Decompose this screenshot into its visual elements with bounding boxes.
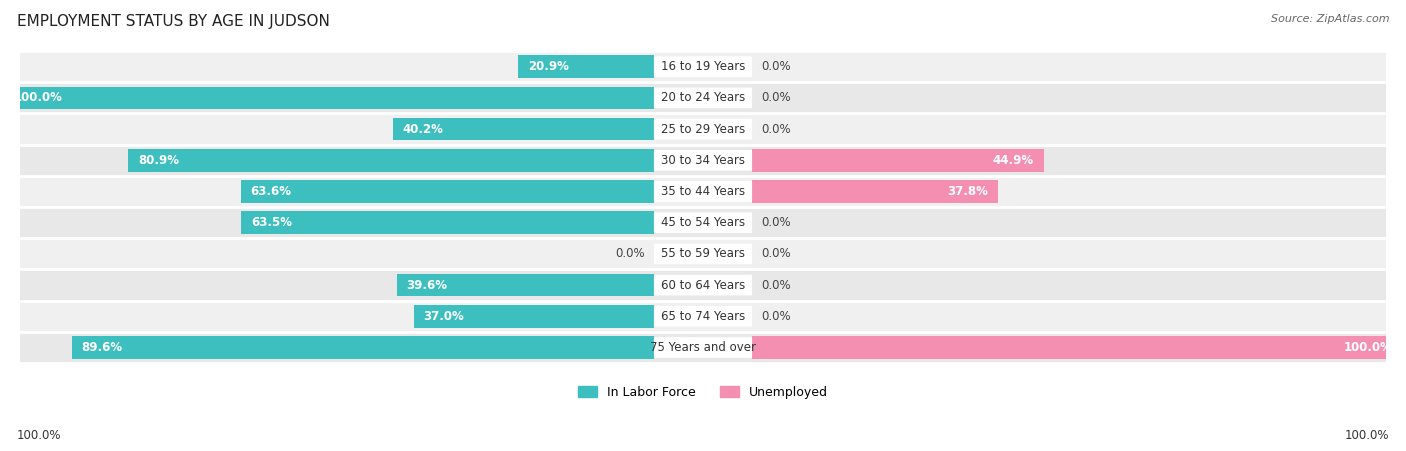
Bar xyxy=(392,118,654,140)
Text: 20.9%: 20.9% xyxy=(529,60,569,73)
Bar xyxy=(20,176,1386,207)
Text: 0.0%: 0.0% xyxy=(762,60,792,73)
Text: 65 to 74 Years: 65 to 74 Years xyxy=(661,310,745,323)
Bar xyxy=(72,336,654,359)
Text: 39.6%: 39.6% xyxy=(406,279,447,292)
Text: 37.8%: 37.8% xyxy=(948,185,988,198)
Text: 80.9%: 80.9% xyxy=(138,154,179,167)
Text: Source: ZipAtlas.com: Source: ZipAtlas.com xyxy=(1271,14,1389,23)
FancyBboxPatch shape xyxy=(654,337,752,358)
Text: 63.5%: 63.5% xyxy=(252,216,292,229)
Text: 0.0%: 0.0% xyxy=(762,92,792,104)
Legend: In Labor Force, Unemployed: In Labor Force, Unemployed xyxy=(572,381,834,404)
FancyBboxPatch shape xyxy=(654,56,752,77)
Text: 37.0%: 37.0% xyxy=(423,310,464,323)
Bar xyxy=(4,87,654,109)
FancyBboxPatch shape xyxy=(654,275,752,295)
Text: 60 to 64 Years: 60 to 64 Years xyxy=(661,279,745,292)
FancyBboxPatch shape xyxy=(654,87,752,108)
Bar xyxy=(752,336,1402,359)
Text: 35 to 44 Years: 35 to 44 Years xyxy=(661,185,745,198)
Text: 100.0%: 100.0% xyxy=(14,92,62,104)
Bar xyxy=(752,180,998,202)
Text: 55 to 59 Years: 55 to 59 Years xyxy=(661,248,745,260)
FancyBboxPatch shape xyxy=(654,306,752,327)
Text: 0.0%: 0.0% xyxy=(762,310,792,323)
Bar xyxy=(242,212,654,234)
Bar xyxy=(519,55,654,78)
Bar xyxy=(20,238,1386,270)
Bar xyxy=(20,301,1386,332)
Bar xyxy=(752,149,1043,171)
Bar xyxy=(20,82,1386,114)
Bar xyxy=(413,305,654,327)
Text: 63.6%: 63.6% xyxy=(250,185,291,198)
FancyBboxPatch shape xyxy=(654,150,752,170)
Text: 100.0%: 100.0% xyxy=(1344,429,1389,442)
Text: 0.0%: 0.0% xyxy=(762,248,792,260)
Bar xyxy=(128,149,654,171)
Bar xyxy=(20,145,1386,176)
Bar xyxy=(20,51,1386,82)
Text: 0.0%: 0.0% xyxy=(762,279,792,292)
Text: 44.9%: 44.9% xyxy=(993,154,1033,167)
Bar xyxy=(20,114,1386,145)
Text: 30 to 34 Years: 30 to 34 Years xyxy=(661,154,745,167)
Text: 89.6%: 89.6% xyxy=(82,341,122,354)
Text: 20 to 24 Years: 20 to 24 Years xyxy=(661,92,745,104)
Text: 100.0%: 100.0% xyxy=(1344,341,1392,354)
Bar xyxy=(20,332,1386,363)
Text: 45 to 54 Years: 45 to 54 Years xyxy=(661,216,745,229)
Text: 40.2%: 40.2% xyxy=(402,123,443,136)
Bar xyxy=(20,207,1386,238)
Text: 0.0%: 0.0% xyxy=(762,123,792,136)
FancyBboxPatch shape xyxy=(654,244,752,264)
Text: 100.0%: 100.0% xyxy=(17,429,62,442)
Bar xyxy=(20,270,1386,301)
Bar xyxy=(240,180,654,202)
Bar xyxy=(396,274,654,296)
FancyBboxPatch shape xyxy=(654,181,752,202)
Text: 75 Years and over: 75 Years and over xyxy=(650,341,756,354)
Text: 25 to 29 Years: 25 to 29 Years xyxy=(661,123,745,136)
Text: EMPLOYMENT STATUS BY AGE IN JUDSON: EMPLOYMENT STATUS BY AGE IN JUDSON xyxy=(17,14,330,28)
Text: 0.0%: 0.0% xyxy=(762,216,792,229)
Text: 0.0%: 0.0% xyxy=(614,248,644,260)
Text: 16 to 19 Years: 16 to 19 Years xyxy=(661,60,745,73)
FancyBboxPatch shape xyxy=(654,119,752,139)
FancyBboxPatch shape xyxy=(654,212,752,233)
